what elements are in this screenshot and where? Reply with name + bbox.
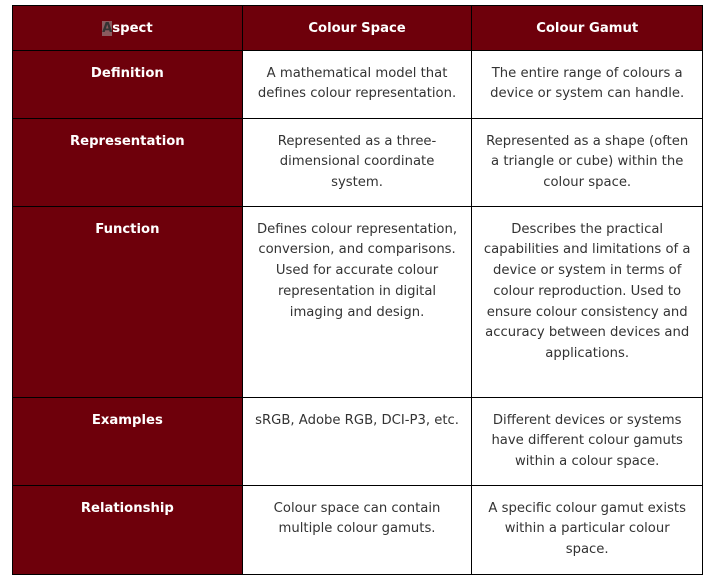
row-gamut: Represented as a shape (often a triangle… <box>471 117 703 207</box>
table-row: Examples sRGB, Adobe RGB, DCI-P3, etc. D… <box>12 396 703 486</box>
comparison-table: Aspect Colour Space Colour Gamut Definit… <box>12 5 703 575</box>
table-row: Function Defines colour representation, … <box>12 205 703 398</box>
row-gamut: Describes the practical capabilities and… <box>471 205 703 398</box>
row-space: Represented as a three-dimensional coord… <box>241 117 473 207</box>
row-space: A mathematical model that defines colour… <box>241 49 473 119</box>
text-selection: A <box>102 21 113 36</box>
header-aspect: Aspect <box>12 5 243 51</box>
row-gamut: Different devices or systems have differ… <box>471 396 703 486</box>
row-space: sRGB, Adobe RGB, DCI-P3, etc. <box>241 396 473 486</box>
row-aspect: Function <box>12 205 243 398</box>
row-space: Colour space can contain multiple colour… <box>241 484 473 575</box>
header-row: Aspect Colour Space Colour Gamut <box>12 5 703 51</box>
row-gamut: A specific colour gamut exists within a … <box>471 484 703 575</box>
row-aspect: Definition <box>12 49 243 119</box>
header-colour-gamut: Colour Gamut <box>471 5 703 51</box>
row-aspect: Representation <box>12 117 243 207</box>
table-row: Representation Represented as a three-di… <box>12 117 703 207</box>
header-colour-space: Colour Space <box>241 5 473 51</box>
table-row: Relationship Colour space can contain mu… <box>12 484 703 575</box>
row-space: Defines colour representation, conversio… <box>241 205 473 398</box>
row-gamut: The entire range of colours a device or … <box>471 49 703 119</box>
row-aspect: Examples <box>12 396 243 486</box>
table-row: Definition A mathematical model that def… <box>12 49 703 119</box>
row-aspect: Relationship <box>12 484 243 575</box>
